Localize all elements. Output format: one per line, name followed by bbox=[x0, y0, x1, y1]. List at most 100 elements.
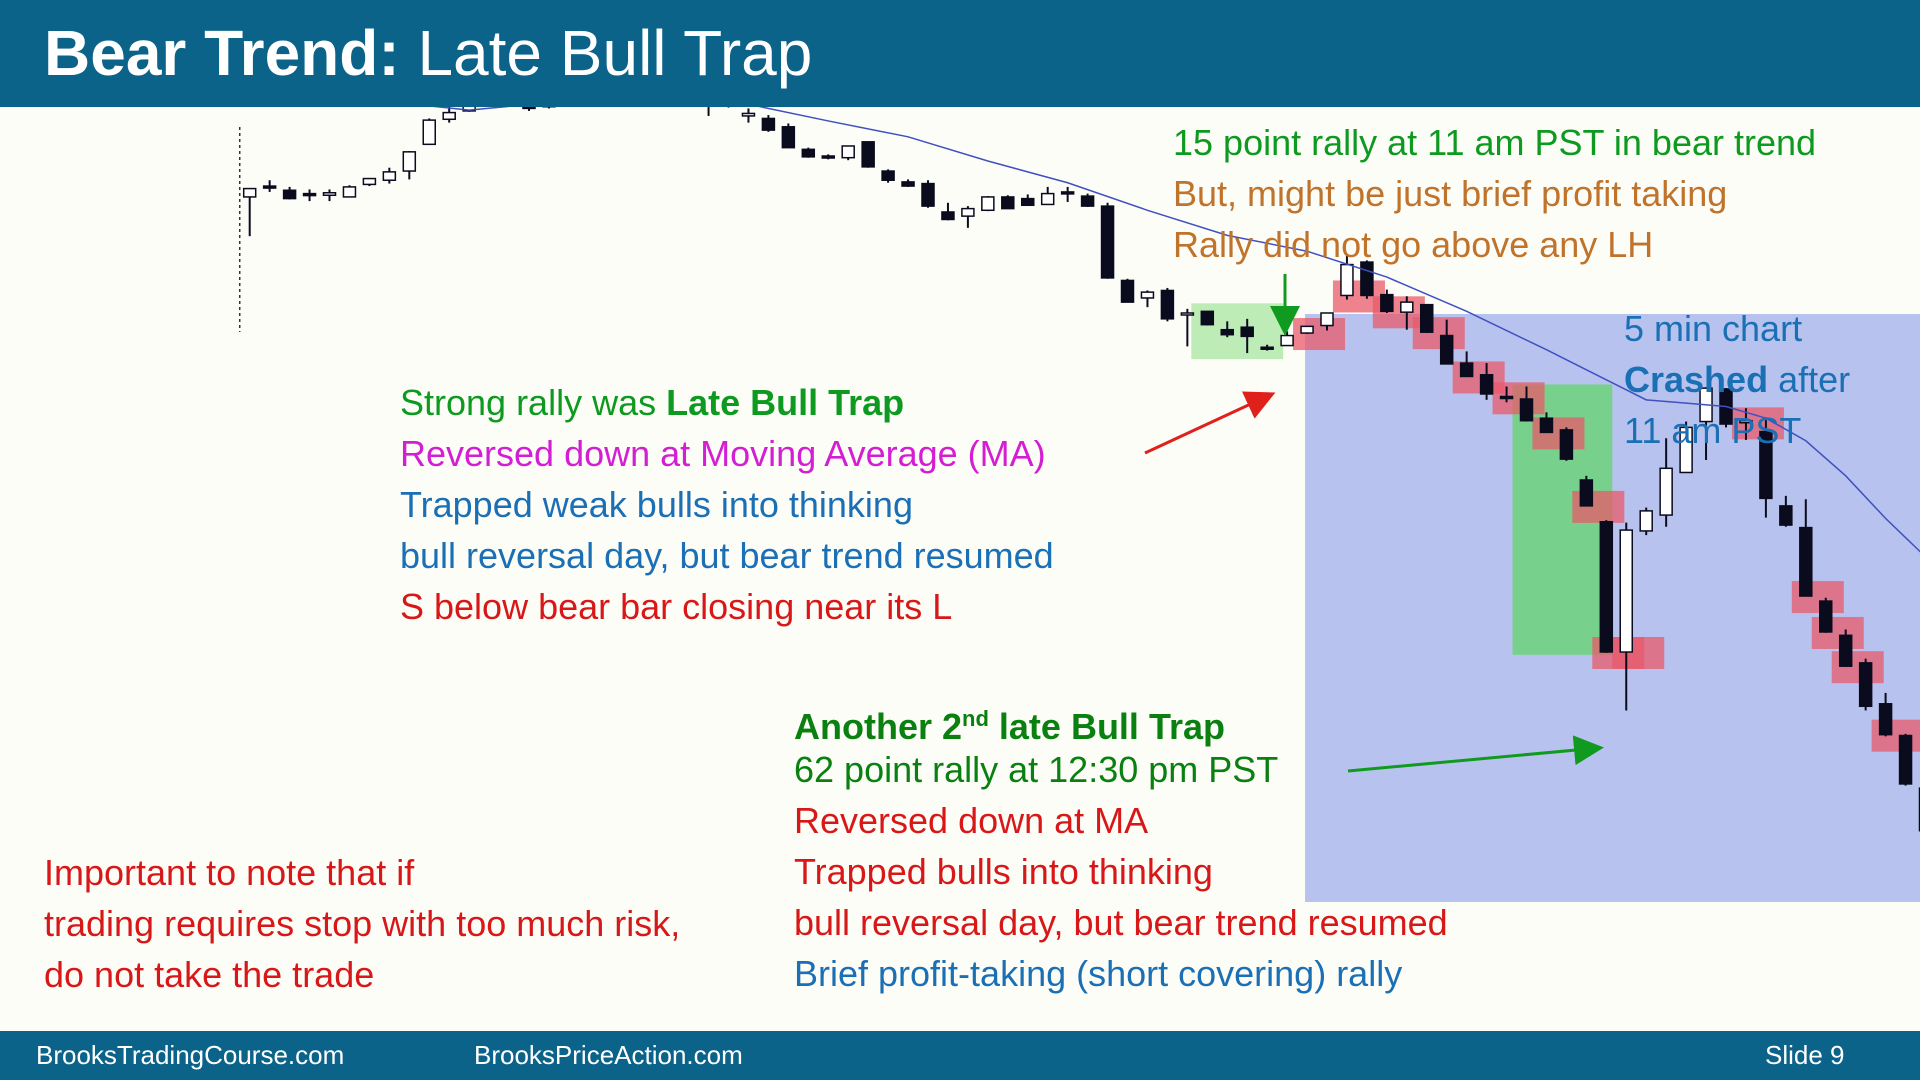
middle-line1-a: Strong rally was bbox=[400, 382, 667, 423]
footer-center-link[interactable]: BrooksPriceAction.com bbox=[474, 1040, 743, 1070]
candle bbox=[1539, 412, 1554, 434]
bull-candle-body bbox=[1300, 325, 1314, 334]
candle bbox=[1499, 386, 1514, 403]
middle-note: Strong rally was Late Bull Trap Reversed… bbox=[400, 377, 1054, 632]
bear-candle-body bbox=[1799, 526, 1813, 597]
candle bbox=[342, 185, 357, 198]
bull-candle-body bbox=[1679, 426, 1693, 474]
candle bbox=[542, 107, 556, 109]
candle bbox=[1420, 303, 1434, 334]
footer-bar: BrooksTradingCourse.com BrooksPriceActio… bbox=[0, 1031, 1920, 1080]
candle bbox=[881, 169, 895, 183]
candle bbox=[1479, 363, 1494, 400]
candle bbox=[1759, 417, 1773, 518]
bear-candle-body bbox=[1539, 417, 1554, 434]
footer-left-link[interactable]: BrooksTradingCourse.com bbox=[36, 1040, 345, 1070]
bear-candle-body bbox=[1479, 374, 1494, 395]
slide-number: Slide 9 bbox=[1765, 1040, 1845, 1070]
candle bbox=[1060, 186, 1075, 202]
bear-candle-body bbox=[1519, 398, 1534, 422]
candle bbox=[1439, 319, 1454, 365]
lower-note: Another 2nd late Bull Trap 62 point rall… bbox=[794, 693, 1448, 999]
arrow-green-to-second-trap bbox=[1347, 735, 1604, 773]
candle bbox=[1819, 597, 1833, 633]
title-bold: Bear Trend: bbox=[44, 17, 400, 89]
candle bbox=[1180, 308, 1195, 347]
bull-candle-body bbox=[1140, 291, 1155, 299]
bear-candle-body bbox=[881, 170, 895, 181]
lower-line1-a: Another 2 bbox=[794, 706, 963, 747]
bull-candle-body bbox=[462, 107, 476, 112]
candle bbox=[1220, 321, 1234, 338]
bull-candle-body bbox=[1320, 312, 1334, 327]
candle bbox=[1240, 318, 1254, 354]
candle bbox=[1579, 475, 1594, 507]
bull-candle-body bbox=[1040, 192, 1055, 206]
candle bbox=[781, 123, 796, 149]
slide-title: Bear Trend: Late Bull Trap bbox=[44, 14, 812, 92]
middle-line3: Trapped weak bulls into thinking bbox=[400, 484, 913, 525]
bear-candle-body bbox=[1080, 195, 1095, 207]
bear-candle-body bbox=[1858, 662, 1873, 708]
candle bbox=[1619, 522, 1633, 711]
candle bbox=[1260, 344, 1274, 351]
left-note: Important to note that if trading requir… bbox=[44, 847, 680, 1000]
candle bbox=[522, 107, 536, 111]
lower-line1-sup: nd bbox=[962, 706, 989, 731]
note-lh-line: Rally did not go above any LH bbox=[1173, 224, 1654, 265]
bear-candle-body bbox=[781, 126, 796, 149]
candle bbox=[402, 151, 417, 180]
chart-label-line3: 11 am PST bbox=[1624, 410, 1802, 451]
bear-candle-body bbox=[1779, 505, 1793, 526]
candle bbox=[1858, 658, 1873, 711]
lower-line1: Another 2nd late Bull Trap bbox=[794, 693, 1448, 747]
arrow-red-to-first-trap bbox=[1144, 391, 1276, 455]
candle bbox=[1140, 290, 1155, 308]
bull-candle-body bbox=[1639, 510, 1653, 532]
bear-candle-body bbox=[801, 148, 816, 158]
bear-candle-body bbox=[1021, 197, 1035, 207]
bear-candle-body bbox=[1060, 191, 1075, 195]
candle bbox=[462, 107, 476, 112]
candle bbox=[901, 179, 915, 187]
candle bbox=[821, 154, 835, 160]
candle bbox=[242, 187, 257, 237]
candle bbox=[1679, 421, 1693, 474]
candle bbox=[1200, 310, 1215, 326]
candlestick-chart bbox=[238, 107, 1920, 902]
candle bbox=[362, 177, 377, 187]
bear-candle-body bbox=[1100, 205, 1115, 279]
bull-candle-body bbox=[1739, 419, 1753, 424]
candle bbox=[1400, 296, 1414, 330]
lower-line6: Brief profit-taking (short covering) ral… bbox=[794, 953, 1403, 994]
chart-label-line1: 5 min chart bbox=[1624, 308, 1803, 349]
candle bbox=[1559, 427, 1574, 461]
candle bbox=[322, 189, 337, 202]
candle bbox=[1001, 195, 1015, 210]
candle bbox=[841, 145, 855, 161]
bear-candle-body bbox=[1878, 703, 1893, 736]
bull-candle-body bbox=[342, 186, 357, 198]
middle-line1: Strong rally was Late Bull Trap bbox=[400, 377, 1054, 428]
candle bbox=[1878, 692, 1893, 737]
bull-candle-body bbox=[442, 111, 456, 121]
candle bbox=[1659, 438, 1673, 527]
candle bbox=[1739, 408, 1753, 440]
bear-candle-body bbox=[522, 107, 536, 110]
bear-candle-body bbox=[262, 185, 277, 189]
bear-candle-body bbox=[921, 182, 935, 207]
candle bbox=[382, 167, 397, 184]
crashed-rest: after bbox=[1768, 359, 1851, 400]
candle bbox=[1380, 289, 1394, 313]
bear-candle-body bbox=[1420, 303, 1434, 333]
candle bbox=[1320, 312, 1334, 331]
title-bar: Bear Trend: Late Bull Trap bbox=[0, 0, 1920, 107]
bear-candle-body bbox=[861, 141, 875, 168]
left-line2: trading requires stop with too much risk… bbox=[44, 903, 681, 944]
candle bbox=[761, 115, 776, 132]
bear-candle-body bbox=[282, 189, 297, 200]
bull-candle-body bbox=[422, 119, 436, 146]
bear-candle-body bbox=[1499, 395, 1514, 400]
annotation-arrows bbox=[1144, 274, 1604, 773]
bear-candle-body bbox=[1838, 634, 1853, 667]
